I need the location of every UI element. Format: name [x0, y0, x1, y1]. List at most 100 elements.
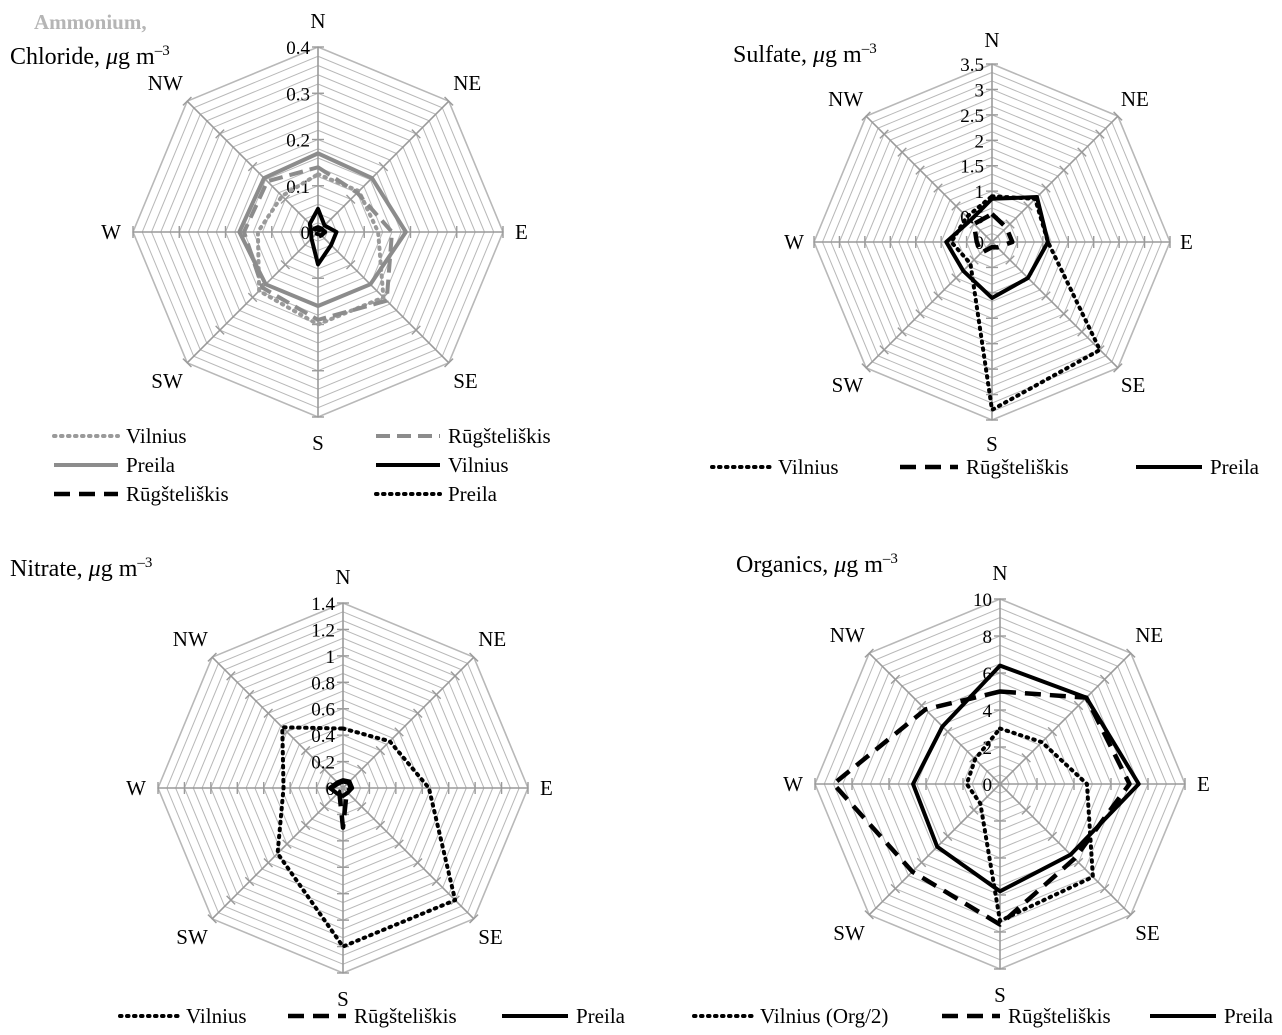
axis-tick-mark	[282, 839, 292, 849]
axis-tick-mark	[375, 820, 386, 831]
axis-tick-mark	[1073, 857, 1084, 868]
axis-tick-mark	[1005, 255, 1015, 265]
axis-tick-mark	[1041, 291, 1051, 301]
legend-label: Preila	[448, 482, 498, 506]
axis-tick-mark	[879, 345, 889, 355]
axis-tick-mark	[1047, 726, 1058, 737]
legend: Vilnius Rūgšteliškis Preila	[710, 455, 1260, 479]
spoke-nw	[868, 652, 1001, 785]
legend-label: Preila	[1224, 1004, 1274, 1028]
legend: Vilnius (Org/2) Rūgšteliškis Preila	[692, 1004, 1274, 1028]
direction-label-sw: SW	[832, 373, 864, 397]
axis-tick-mark	[207, 914, 217, 924]
direction-label-w: W	[784, 230, 804, 254]
axis-tick-mark	[394, 839, 404, 849]
axis-tick-mark	[951, 273, 961, 283]
direction-label-ne: NE	[478, 627, 506, 651]
radial-tick-label: 1.4	[311, 594, 335, 615]
series-line-r-g-teli-kis-1	[831, 689, 1132, 927]
spoke-nw	[211, 656, 344, 789]
axis-tick-mark	[394, 727, 404, 737]
series-line-vilnius-0	[275, 725, 458, 949]
direction-label-sw: SW	[151, 369, 183, 393]
axis-tick-mark	[345, 259, 356, 270]
spoke-ne	[342, 656, 475, 789]
organics-panel: N NE E SE S SW W NW 0 2 4 6 8 10 Organics, μg m–3 Vilni…	[692, 551, 1274, 1028]
series-line-r-g-teli-kis-2	[242, 165, 394, 322]
direction-label-se: SE	[453, 369, 478, 393]
radial-tick-label: 0.3	[286, 84, 310, 105]
axis-tick-mark	[244, 689, 255, 700]
spoke-sw	[865, 241, 993, 369]
ammonium-chloride-panel: NNEESESSWWNW00.10.20.30.4Ammonium,Chlori…	[10, 9, 551, 506]
spoke-ne	[991, 115, 1119, 243]
axis-tick-mark	[1077, 147, 1087, 157]
direction-label-s: S	[337, 987, 349, 1011]
legend-label: Vilnius	[778, 455, 839, 479]
axis-tick-mark	[942, 831, 953, 842]
axis-tick-mark	[890, 883, 901, 894]
axis-tick-mark	[1099, 674, 1110, 685]
axis-tick-mark	[861, 363, 871, 373]
axis-tick-mark	[1059, 309, 1069, 319]
axis-tick-mark	[280, 194, 291, 205]
axis-tick-mark	[280, 259, 291, 270]
radial-tick-label: 0.4	[286, 38, 310, 59]
direction-label-nw: NW	[828, 87, 863, 111]
axis-tick-mark	[915, 309, 925, 319]
legend-label: Rūgšteliškis	[1008, 1004, 1111, 1028]
radial-tick-label: 0.8	[311, 673, 335, 694]
radial-tick-label: 0	[301, 223, 311, 244]
direction-label-n: N	[335, 565, 350, 589]
axis-tick-mark	[431, 876, 442, 887]
axis-tick-mark	[1113, 111, 1123, 121]
direction-label-e: E	[1180, 230, 1193, 254]
grid	[132, 46, 504, 418]
series-line-r-g-teli-kis-4	[311, 225, 328, 239]
series-line-preila-2	[327, 778, 355, 798]
direction-label-s: S	[986, 432, 998, 456]
series-line-preila-1	[237, 151, 408, 308]
axis-tick-mark	[244, 876, 255, 887]
axis-tick-mark	[263, 708, 273, 718]
axis-tick-mark	[890, 674, 901, 685]
axis-tick-mark	[1113, 363, 1123, 373]
legend-label: Vilnius (Org/2)	[760, 1004, 888, 1028]
axis-tick-mark	[444, 358, 454, 368]
radial-tick-label: 10	[973, 590, 992, 611]
direction-label-ne: NE	[1135, 623, 1163, 647]
radial-tick-label: 6	[983, 664, 993, 685]
axis-tick-mark	[182, 358, 192, 368]
series-line-preila-2	[944, 195, 1050, 300]
axis-tick-mark	[469, 652, 479, 662]
legend-label: Vilnius	[186, 1004, 247, 1028]
direction-label-nw: NW	[173, 627, 208, 651]
direction-label-ne: NE	[1121, 87, 1149, 111]
direction-label-e: E	[515, 220, 528, 244]
axis-tick-mark	[1005, 219, 1015, 229]
axis-tick-mark	[1126, 648, 1136, 658]
radial-tick-label: 3	[975, 80, 985, 101]
legend-label: Vilnius	[448, 453, 509, 477]
direction-label-se: SE	[1135, 921, 1160, 945]
axis-tick-mark	[1023, 201, 1033, 211]
axis-tick-mark	[411, 325, 421, 335]
axis-tick-mark	[247, 292, 258, 303]
axis-tick-mark	[915, 165, 925, 175]
direction-label-s: S	[994, 983, 1006, 1007]
spoke-ne	[999, 652, 1132, 785]
axis-tick-mark	[215, 129, 225, 139]
axis-tick-mark	[1095, 129, 1105, 139]
direction-label-e: E	[1197, 772, 1210, 796]
direction-label-s: S	[312, 431, 324, 455]
radial-tick-label: 1.2	[311, 620, 335, 641]
axis-tick-mark	[942, 726, 953, 737]
direction-label-sw: SW	[833, 921, 865, 945]
axis-tick-mark	[916, 700, 927, 711]
axis-tick-mark	[864, 648, 874, 658]
axis-tick-mark	[411, 129, 421, 139]
nitrate-panel: NNEESESSWWNW00.20.40.60.811.21.4Nitrate,…	[10, 555, 626, 1028]
axis-tick-mark	[413, 858, 423, 868]
